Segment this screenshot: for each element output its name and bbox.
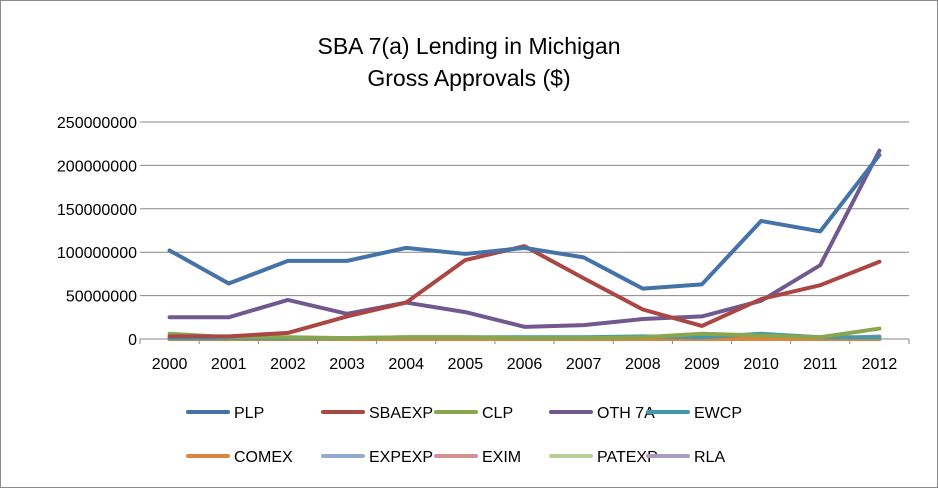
y-tick-label: 200000000: [57, 158, 137, 175]
x-tick-label: 2009: [684, 356, 720, 373]
x-tick-label: 2005: [448, 356, 484, 373]
x-tick-label: 2007: [566, 356, 602, 373]
y-tick-label: 50000000: [66, 289, 137, 306]
legend-label: RLA: [694, 449, 725, 466]
x-axis: 2000 2001 2002 2003 2004 2005 2006 2007 2008 2009…: [139, 338, 910, 373]
legend-label: PATEXP: [597, 449, 658, 466]
chart-title-line-1: SBA 7(a) Lending in Michigan: [317, 33, 620, 59]
x-tick-label: 2010: [743, 356, 779, 373]
y-axis: 0 50000000 100000000 150000000 200000000 2500…: [57, 115, 137, 349]
y-tick-label: 250000000: [57, 115, 137, 132]
legend-label: COMEX: [234, 449, 293, 466]
legend-label: EXPEXP: [369, 449, 433, 466]
y-tick-label: 0: [128, 332, 137, 349]
legend: PLP SBAEXP CLP OTH 7A EWCP COMEX EXPEXP EXIM PAT…: [186, 405, 742, 466]
x-tick-label: 2002: [270, 356, 306, 373]
series-line-oth-7a: [167, 148, 882, 329]
x-tick-label: 2006: [507, 356, 543, 373]
series-line-clp: [167, 326, 882, 341]
x-tick-label: 2008: [625, 356, 661, 373]
series-lines: [167, 148, 882, 341]
legend-label: PLP: [234, 405, 264, 422]
series-line-sbaexp: [167, 244, 882, 339]
x-tick-label: 2001: [211, 356, 247, 373]
x-tick-label: 2011: [803, 356, 838, 373]
y-tick-label: 100000000: [57, 245, 137, 262]
x-tick-label: 2000: [152, 356, 188, 373]
gridlines: [140, 121, 909, 297]
series-line-plp: [167, 152, 882, 291]
x-tick-label: 2004: [388, 356, 424, 373]
legend-label: SBAEXP: [369, 405, 433, 422]
y-tick-label: 150000000: [57, 202, 137, 219]
legend-label: EXIM: [482, 449, 521, 466]
chart-title-line-2: Gross Approvals ($): [367, 65, 570, 91]
legend-label: CLP: [482, 405, 513, 422]
x-tick-label: 2012: [862, 356, 898, 373]
x-tick-label: 2003: [329, 356, 365, 373]
chart-title: SBA 7(a) Lending in Michigan Gross Appro…: [317, 33, 620, 91]
legend-label: OTH 7A: [597, 405, 655, 422]
legend-label: EWCP: [694, 405, 742, 422]
